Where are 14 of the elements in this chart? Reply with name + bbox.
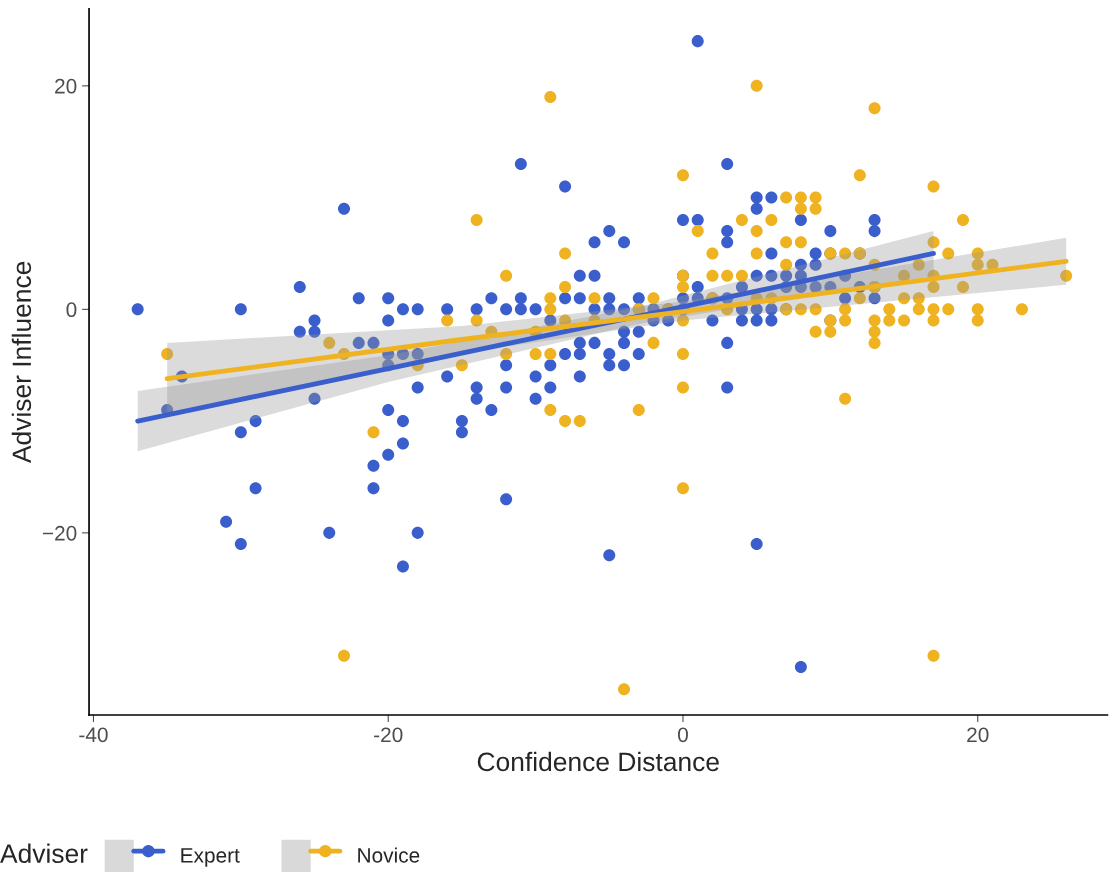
y-axis-title: Adviser Influence (11, 261, 32, 464)
x-tick-label: 0 (678, 727, 688, 743)
x-axis-title: Confidence Distance (477, 751, 719, 772)
x-tick-label: -20 (374, 727, 403, 743)
x-tick-label: 20 (967, 727, 989, 743)
x-tick-label: -40 (79, 727, 108, 743)
line-series (164, 258, 1069, 382)
y-tick-label: 0 (66, 302, 77, 318)
legend-label: Expert (181, 848, 240, 867)
legend-title: Adviser (0, 843, 88, 863)
y-tick-label: 20 (55, 78, 77, 94)
legend-label: Novice (358, 847, 420, 863)
y-tick-label: −20 (42, 525, 77, 541)
line-series (135, 251, 936, 424)
